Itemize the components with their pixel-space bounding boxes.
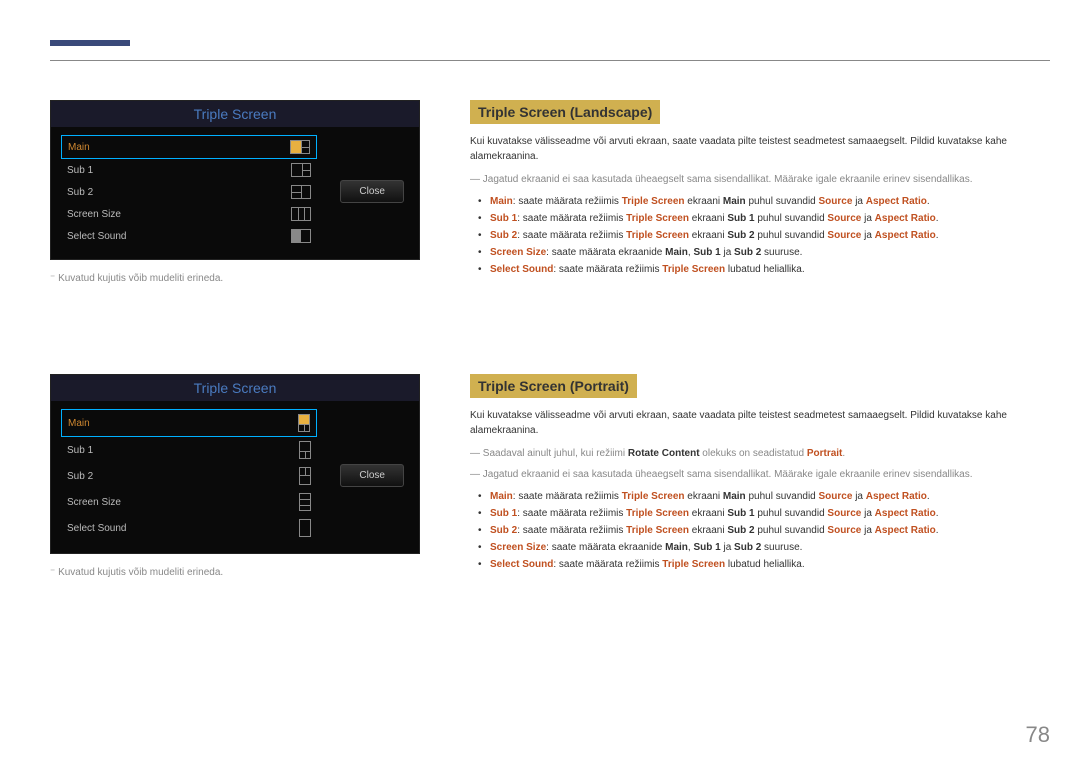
layout-icon <box>298 414 310 432</box>
osd-item-selectsound[interactable]: Select Sound <box>61 225 317 247</box>
layout-icon <box>299 467 311 485</box>
osd-landscape: Triple Screen Main Sub 1 Sub 2 <box>50 100 420 260</box>
osd-item-label: Main <box>68 418 90 429</box>
bullet-item: Select Sound: saate määrata režiimis Tri… <box>490 556 1050 573</box>
osd-title: Triple Screen <box>51 101 419 127</box>
osd-item-label: Sub 2 <box>67 187 93 198</box>
page-number: 78 <box>1026 722 1050 748</box>
layout-icon <box>291 229 311 243</box>
layout-icon <box>299 441 311 459</box>
section-intro: Kui kuvatakse välisseadme või arvuti ekr… <box>470 408 1050 438</box>
osd-item-main[interactable]: Main <box>61 409 317 437</box>
section-note: Jagatud ekraanid ei saa kasutada üheaegs… <box>470 172 1050 187</box>
section-note: Saadaval ainult juhul, kui režiimi Rotat… <box>470 446 1050 461</box>
osd-title: Triple Screen <box>51 375 419 401</box>
close-button[interactable]: Close <box>340 464 404 487</box>
section-intro: Kui kuvatakse välisseadme või arvuti ekr… <box>470 134 1050 164</box>
figure-caption: Kuvatud kujutis võib mudeliti erineda. <box>50 567 430 578</box>
figure-caption: Kuvatud kujutis võib mudeliti erineda. <box>50 273 430 284</box>
osd-item-label: Select Sound <box>67 231 127 242</box>
bullet-item: Main: saate määrata režiimis Triple Scre… <box>490 488 1050 505</box>
osd-item-selectsound[interactable]: Select Sound <box>61 515 317 541</box>
section-portrait: Triple Screen Main Sub 1 Sub 2 <box>50 374 1050 578</box>
osd-item-sub2[interactable]: Sub 2 <box>61 463 317 489</box>
bullet-item: Sub 1: saate määrata režiimis Triple Scr… <box>490 505 1050 522</box>
bullet-item: Sub 2: saate määrata režiimis Triple Scr… <box>490 522 1050 539</box>
osd-item-label: Main <box>68 142 90 153</box>
bullet-item: Screen Size: saate määrata ekraanide Mai… <box>490 539 1050 556</box>
osd-item-sub1[interactable]: Sub 1 <box>61 437 317 463</box>
osd-item-label: Screen Size <box>67 209 121 220</box>
layout-icon <box>290 140 310 154</box>
bullet-item: Select Sound: saate määrata režiimis Tri… <box>490 261 1050 278</box>
section-note: Jagatud ekraanid ei saa kasutada üheaegs… <box>470 467 1050 482</box>
section-landscape: Triple Screen Main Sub 1 Sub 2 <box>50 100 1050 284</box>
bullet-item: Main: saate määrata režiimis Triple Scre… <box>490 193 1050 210</box>
layout-icon <box>299 519 311 537</box>
section-heading: Triple Screen (Landscape) <box>470 100 660 124</box>
layout-icon <box>299 493 311 511</box>
bullet-item: Sub 1: saate määrata režiimis Triple Scr… <box>490 210 1050 227</box>
osd-item-main[interactable]: Main <box>61 135 317 159</box>
chapter-marker <box>50 40 130 46</box>
layout-icon <box>291 163 311 177</box>
bullet-item: Screen Size: saate määrata ekraanide Mai… <box>490 244 1050 261</box>
bullet-item: Sub 2: saate määrata režiimis Triple Scr… <box>490 227 1050 244</box>
osd-portrait: Triple Screen Main Sub 1 Sub 2 <box>50 374 420 554</box>
osd-item-label: Screen Size <box>67 497 121 508</box>
osd-item-sub1[interactable]: Sub 1 <box>61 159 317 181</box>
header-rule <box>50 60 1050 61</box>
bullet-list: Main: saate määrata režiimis Triple Scre… <box>470 488 1050 573</box>
osd-item-label: Sub 2 <box>67 471 93 482</box>
bullet-list: Main: saate määrata režiimis Triple Scre… <box>470 193 1050 278</box>
osd-item-label: Sub 1 <box>67 445 93 456</box>
osd-item-screensize[interactable]: Screen Size <box>61 489 317 515</box>
layout-icon <box>291 185 311 199</box>
osd-item-screensize[interactable]: Screen Size <box>61 203 317 225</box>
layout-icon <box>291 207 311 221</box>
osd-item-sub2[interactable]: Sub 2 <box>61 181 317 203</box>
osd-item-label: Select Sound <box>67 523 127 534</box>
close-button[interactable]: Close <box>340 180 404 203</box>
osd-item-label: Sub 1 <box>67 165 93 176</box>
section-heading: Triple Screen (Portrait) <box>470 374 637 398</box>
